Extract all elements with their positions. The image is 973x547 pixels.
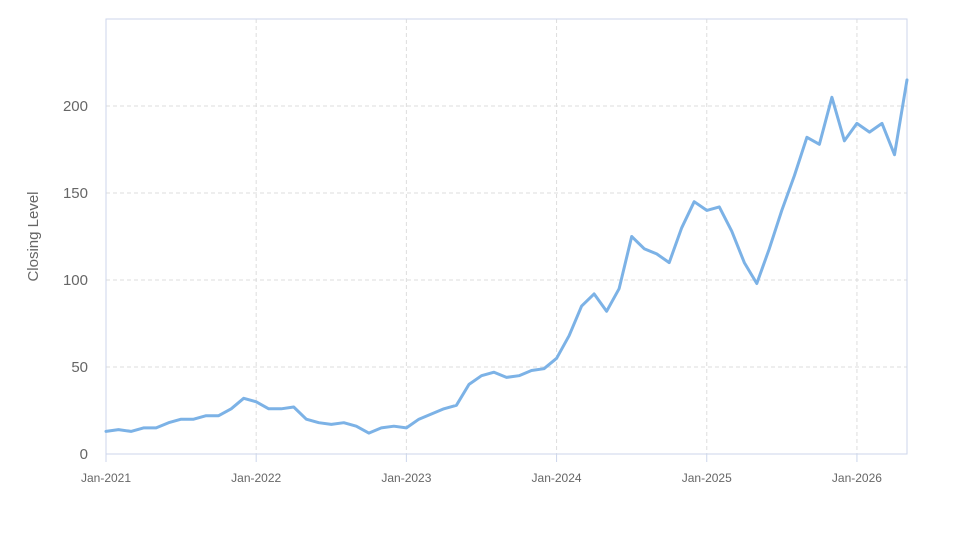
y-tick-label: 150 [63, 185, 88, 202]
x-tick-label: Jan-2021 [81, 471, 131, 485]
y-axis: 0 50 100 150 200 [63, 98, 88, 463]
y-axis-title: Closing Level [25, 191, 42, 281]
y-tick-label: 50 [71, 359, 88, 376]
series-layer [104, 78, 909, 435]
y-tick-label: 200 [63, 98, 88, 115]
x-tick-label: Jan-2024 [532, 471, 582, 485]
x-tick-label: Jan-2023 [381, 471, 431, 485]
x-tick-label: Jan-2022 [231, 471, 281, 485]
plot-frame [105, 18, 908, 455]
x-tick-label: Jan-2026 [832, 471, 882, 485]
x-tick-label: Jan-2025 [682, 471, 732, 485]
series-line [104, 78, 909, 435]
grid [106, 19, 907, 454]
y-tick-label: 100 [63, 272, 88, 289]
y-tick-label: 0 [80, 446, 88, 463]
x-axis: Jan-2021 Jan-2022 Jan-2023 Jan-2024 Jan-2025… [81, 454, 882, 485]
